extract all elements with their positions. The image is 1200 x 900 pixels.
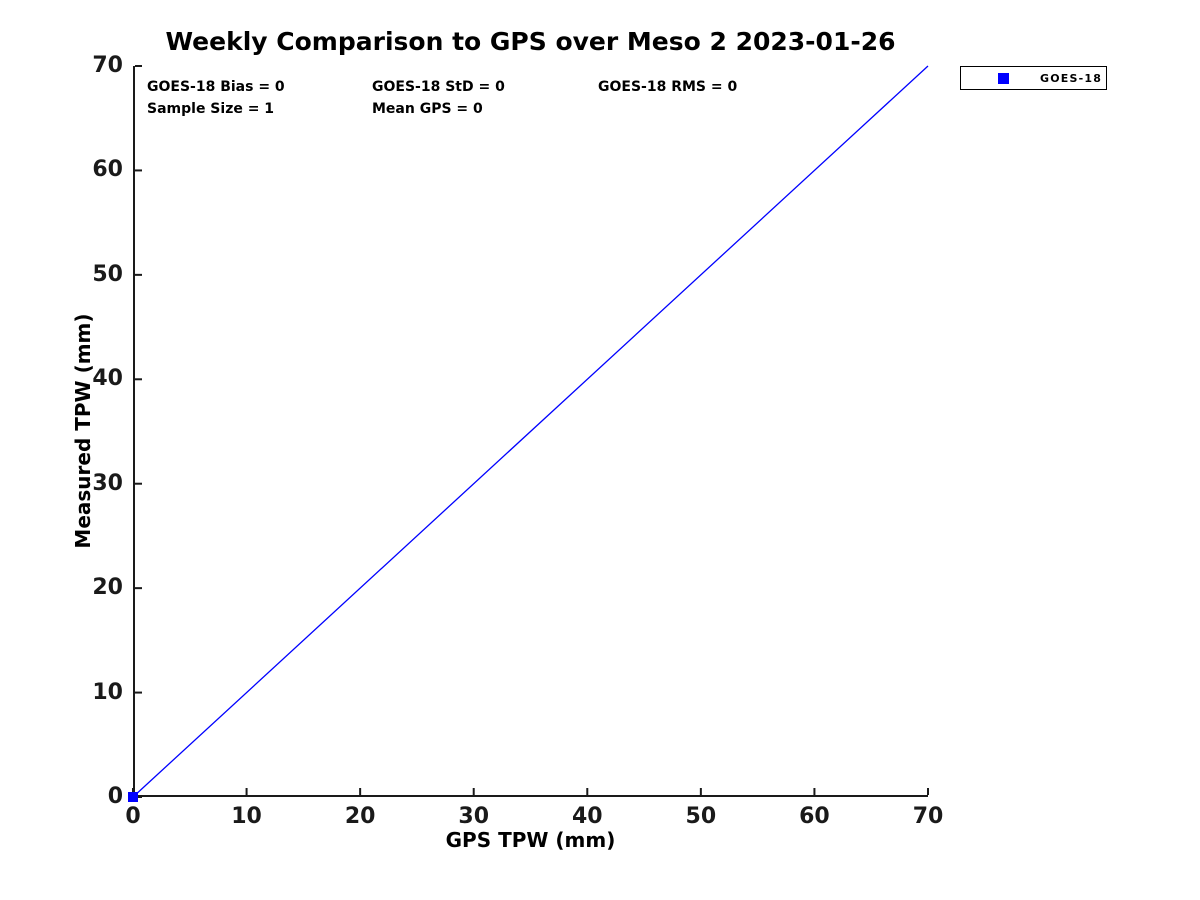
stat-mean-gps: Mean GPS = 0 (372, 101, 483, 117)
stat-std: GOES-18 StD = 0 (372, 79, 505, 95)
x-tick-label: 60 (799, 804, 830, 829)
x-tick-label: 50 (685, 804, 717, 829)
legend-label: GOES-18 (1040, 71, 1103, 85)
y-axis-label: Measured TPW (mm) (71, 313, 95, 549)
x-tick-label: 40 (571, 804, 603, 829)
x-tick-label: 70 (912, 804, 944, 829)
x-tick-label: 10 (231, 804, 262, 829)
x-tick-label: 20 (344, 804, 376, 829)
stat-sample-size: Sample Size = 1 (147, 101, 275, 117)
y-tick-label: 30 (92, 470, 123, 496)
data-point-marker (128, 792, 138, 802)
reference-line (132, 65, 929, 798)
x-tick-label: 0 (125, 804, 141, 829)
plot-canvas (128, 65, 929, 802)
legend-square-marker-icon (998, 72, 1009, 84)
y-tick-label: 60 (92, 157, 123, 183)
x-axis-label: GPS TPW (mm) (445, 828, 616, 852)
y-tick-label: 0 (107, 784, 123, 809)
plot-area (128, 65, 929, 802)
y-tick-label: 20 (92, 575, 123, 601)
legend: GOES-18 (960, 66, 1107, 90)
y-tick-label: 40 (92, 366, 123, 392)
x-tick-label: 30 (458, 804, 490, 829)
y-tick-label: 10 (92, 679, 123, 705)
stat-rms: GOES-18 RMS = 0 (598, 79, 738, 95)
y-tick-label: 50 (92, 261, 123, 287)
stat-bias: GOES-18 Bias = 0 (147, 79, 285, 95)
chart-title: Weekly Comparison to GPS over Meso 2 202… (165, 27, 896, 56)
y-tick-label: 70 (92, 53, 123, 78)
